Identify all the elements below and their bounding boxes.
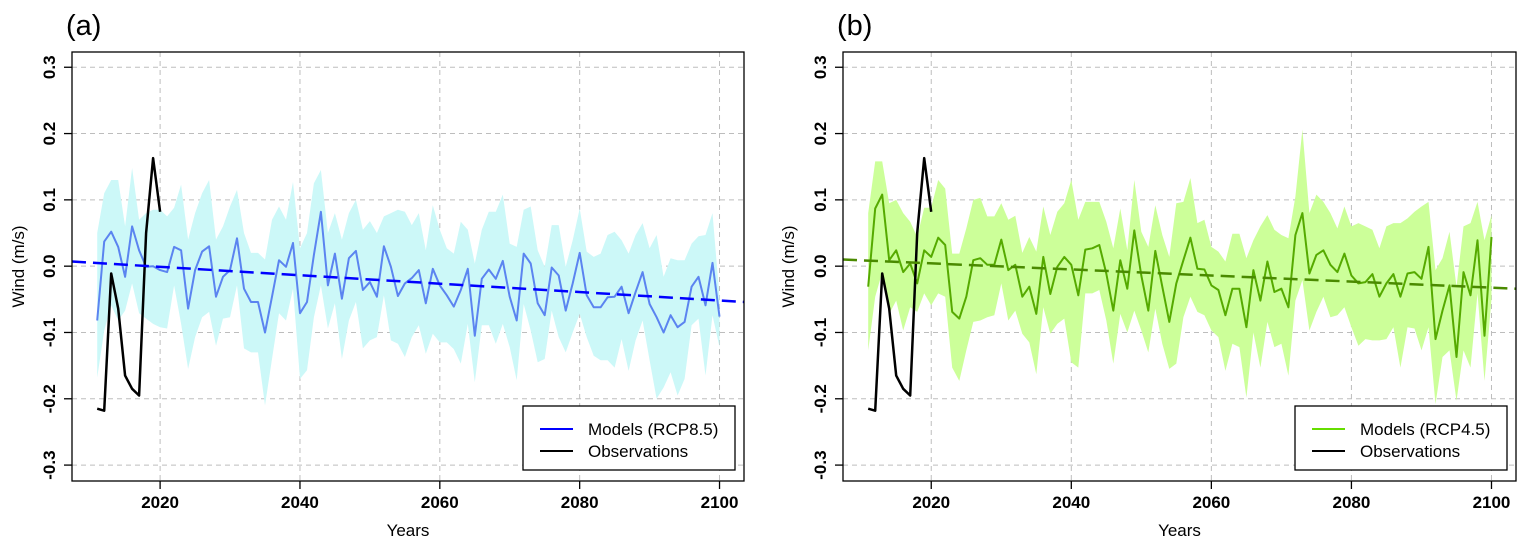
y-tick-label: -0.3 — [811, 450, 830, 479]
x-tick-label: 2100 — [1473, 493, 1511, 512]
x-tick-label: 2080 — [561, 493, 599, 512]
observations-line — [867, 156, 933, 412]
legend: Models (RCP4.5) Observations — [1294, 405, 1508, 471]
panel-b: (b) 2020 2040 2060 2080 2100 -0.3 -0.2 -0.1 0.0 0.… — [779, 10, 1517, 540]
x-tick-label: 2040 — [281, 493, 319, 512]
legend-box — [1294, 405, 1508, 471]
panel-a: (a) 2020 2040 2060 2080 2100 -0.3 -0.2 -0.1 0.0 0.… — [9, 10, 745, 540]
panel-label: (b) — [837, 10, 872, 42]
y-tick-label: 0.3 — [40, 55, 59, 79]
x-axis-title: Years — [387, 521, 430, 540]
x-axis-title: Years — [1158, 521, 1201, 540]
legend: Models (RCP8.5) Observations — [522, 405, 736, 471]
x-tick-label: 2060 — [421, 493, 459, 512]
y-tick-label: -0.2 — [811, 384, 830, 413]
y-tick-label: 0.1 — [40, 188, 59, 212]
x-tick-label: 2060 — [1192, 493, 1230, 512]
y-tick-label: -0.1 — [40, 318, 59, 347]
legend-label-models: Models (RCP8.5) — [588, 420, 718, 439]
observations-line — [96, 156, 162, 412]
legend-label-observations: Observations — [1360, 442, 1460, 461]
x-tick-label: 2040 — [1052, 493, 1090, 512]
legend-box — [522, 405, 736, 471]
y-tick-label: 0.1 — [811, 188, 830, 212]
y-tick-label: -0.3 — [40, 450, 59, 479]
y-tick-label: 0.0 — [811, 254, 830, 278]
y-axis-title: Wind (m/s) — [9, 225, 28, 307]
legend-label-observations: Observations — [588, 442, 688, 461]
x-tick-label: 2020 — [141, 493, 179, 512]
model-range-band — [97, 168, 720, 406]
y-tick-label: 0.2 — [40, 122, 59, 146]
x-tick-label: 2020 — [912, 493, 950, 512]
y-tick-label: -0.2 — [40, 384, 59, 413]
x-tick-label: 2100 — [701, 493, 739, 512]
y-axis-title: Wind (m/s) — [779, 225, 798, 307]
legend-label-models: Models (RCP4.5) — [1360, 420, 1490, 439]
y-tick-label: 0.3 — [811, 55, 830, 79]
trend-line — [842, 258, 1517, 290]
y-tick-label: -0.1 — [811, 318, 830, 347]
panel-label: (a) — [66, 10, 101, 42]
y-tick-label: 0.0 — [40, 254, 59, 278]
model-range-band — [868, 129, 1492, 405]
trend-line — [71, 260, 745, 304]
y-tick-label: 0.2 — [811, 122, 830, 146]
x-tick-label: 2080 — [1333, 493, 1371, 512]
